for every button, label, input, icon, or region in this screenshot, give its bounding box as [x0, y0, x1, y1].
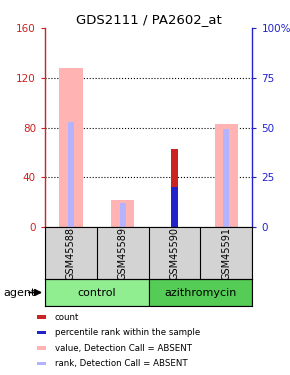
Text: GSM45590: GSM45590 [170, 226, 180, 280]
Bar [37, 331, 46, 334]
Text: rank, Detection Call = ABSENT: rank, Detection Call = ABSENT [55, 359, 187, 368]
Text: control: control [77, 288, 116, 297]
Bar [171, 187, 178, 227]
Bar [215, 124, 238, 227]
Text: GSM45588: GSM45588 [66, 226, 76, 280]
Title: GDS2111 / PA2602_at: GDS2111 / PA2602_at [76, 13, 222, 26]
Bar [119, 203, 126, 227]
Bar [37, 362, 46, 365]
Bar [223, 129, 229, 227]
Text: GSM45591: GSM45591 [221, 226, 231, 280]
Text: count: count [55, 313, 79, 322]
Bar [171, 148, 178, 227]
Bar [45, 279, 148, 306]
Text: agent: agent [3, 288, 35, 297]
Bar [68, 122, 74, 227]
Text: value, Detection Call = ABSENT: value, Detection Call = ABSENT [55, 344, 192, 352]
Text: percentile rank within the sample: percentile rank within the sample [55, 328, 200, 337]
Text: azithromycin: azithromycin [164, 288, 237, 297]
Bar [59, 68, 83, 227]
Text: GSM45589: GSM45589 [118, 226, 128, 280]
Bar [148, 279, 252, 306]
Bar [37, 315, 46, 319]
Bar [111, 200, 134, 227]
Bar [37, 346, 46, 350]
